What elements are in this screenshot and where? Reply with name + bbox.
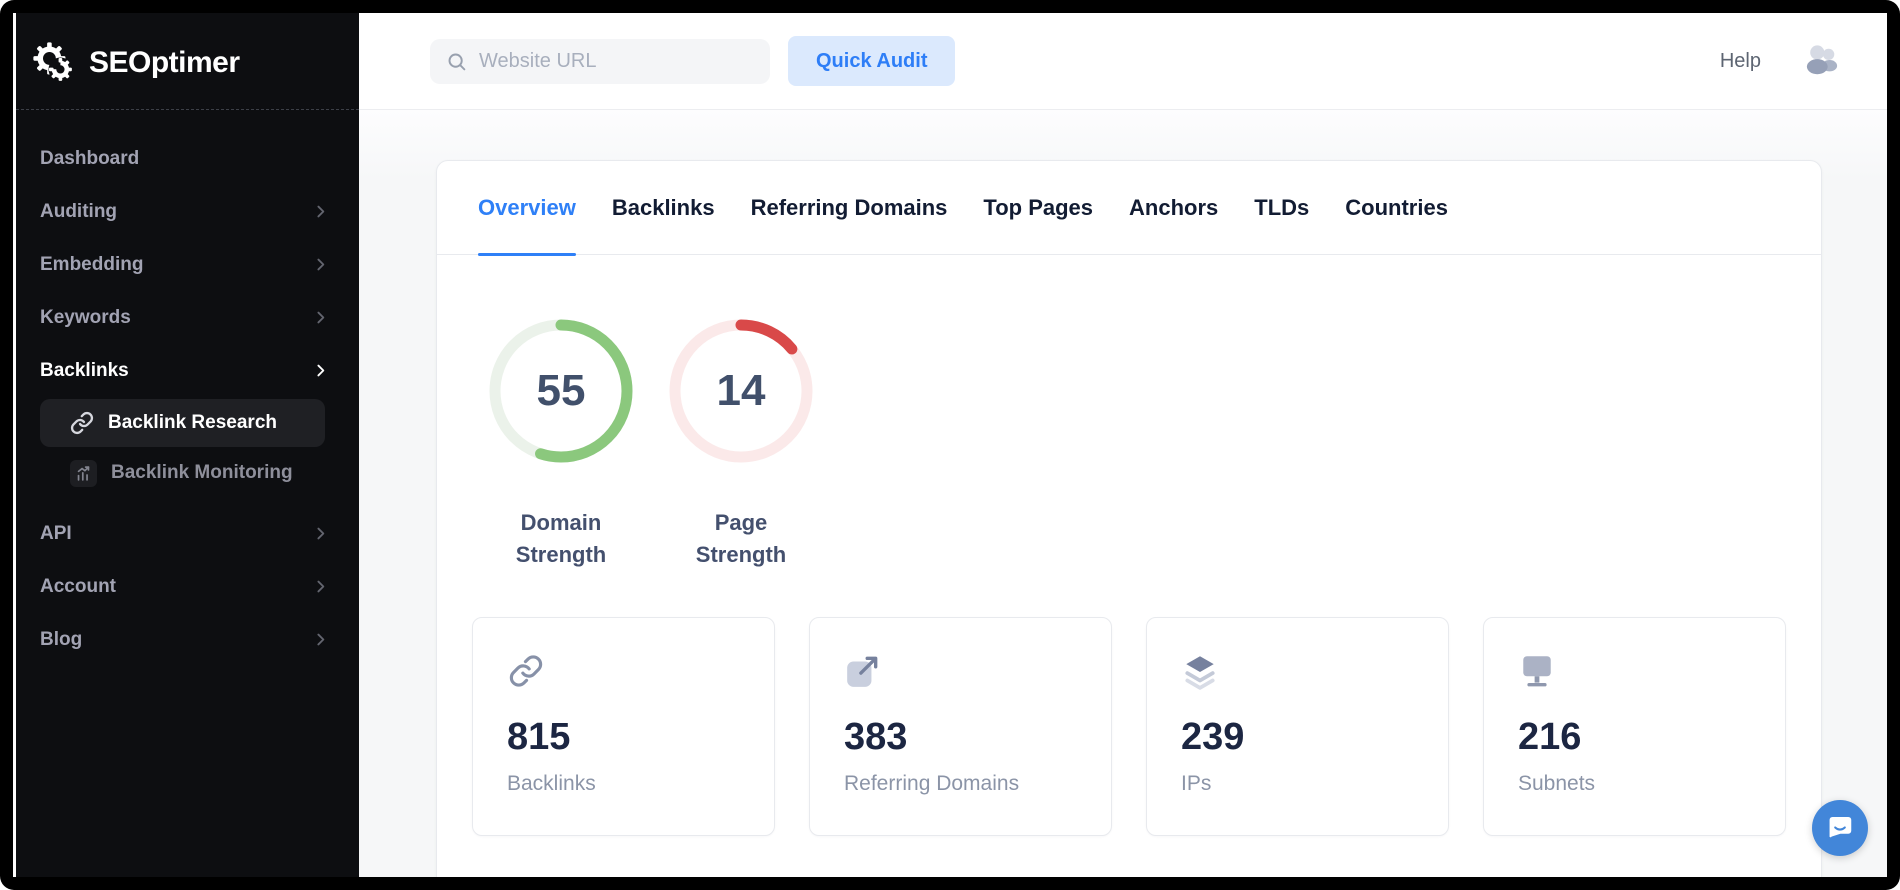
- stat-value: 216: [1518, 715, 1582, 758]
- sidebar-item-blog[interactable]: Blog: [16, 613, 359, 666]
- sidebar: SEOptimer Dashboard Auditing Embedding K…: [13, 13, 359, 877]
- link-icon: [70, 411, 94, 435]
- sidebar-subitem-backlink-research[interactable]: Backlink Research: [40, 399, 325, 447]
- stat-card-subnets: 216 Subnets: [1483, 616, 1786, 836]
- backlinks-subnav: Backlink Research Backlink Monitoring: [16, 397, 359, 507]
- sidebar-item-label: Keywords: [40, 306, 131, 328]
- brand-name: SEOptimer: [89, 46, 240, 79]
- stat-value: 383: [844, 715, 908, 758]
- brand-logo[interactable]: SEOptimer: [16, 13, 359, 110]
- tab-overview[interactable]: Overview: [478, 161, 576, 256]
- users-avatar-icon[interactable]: [1803, 44, 1841, 78]
- app-window: SEOptimer Dashboard Auditing Embedding K…: [13, 13, 1887, 877]
- sidebar-item-auditing[interactable]: Auditing: [16, 185, 359, 238]
- sidebar-item-dashboard[interactable]: Dashboard: [16, 132, 359, 185]
- stat-card-backlinks: 815 Backlinks: [472, 616, 775, 836]
- chat-bubble-icon: [1829, 816, 1852, 838]
- chat-launcher-button[interactable]: [1812, 800, 1868, 856]
- sidebar-item-keywords[interactable]: Keywords: [16, 291, 359, 344]
- chevron-right-icon: [317, 258, 325, 271]
- stat-label: Referring Domains: [844, 771, 1020, 795]
- chevron-right-icon: [317, 633, 325, 646]
- stat-value: 815: [507, 715, 571, 758]
- gear-logo-icon: [33, 42, 73, 82]
- tab-anchors[interactable]: Anchors: [1129, 194, 1219, 220]
- stat-label: Backlinks: [507, 771, 596, 795]
- tab-tlds[interactable]: TLDs: [1254, 194, 1310, 220]
- stat-card-ips: 239 IPs: [1146, 616, 1449, 836]
- backlink-research-card: Overview Backlinks Referring Domains Top…: [436, 160, 1822, 877]
- sidebar-subitem-label: Backlink Monitoring: [111, 462, 293, 483]
- sidebar-item-label: Account: [40, 575, 116, 597]
- sidebar-item-account[interactable]: Account: [16, 560, 359, 613]
- domain-strength-label: Domain Strength: [515, 510, 607, 567]
- page-strength-value: 14: [716, 366, 766, 415]
- main-content: Overview Backlinks Referring Domains Top…: [359, 110, 1887, 877]
- page-strength-gauge: 14 Page Strength: [666, 319, 816, 571]
- tab-top-pages[interactable]: Top Pages: [983, 194, 1094, 220]
- domain-strength-value: 55: [536, 366, 586, 415]
- website-url-search[interactable]: [430, 38, 770, 84]
- sidebar-item-label: Embedding: [40, 253, 144, 275]
- chevron-right-icon: [317, 580, 325, 593]
- help-link[interactable]: Help: [1719, 49, 1761, 72]
- stat-label: IPs: [1181, 771, 1212, 795]
- tab-bar: Overview Backlinks Referring Domains Top…: [437, 161, 1821, 256]
- stat-label: Subnets: [1518, 771, 1596, 795]
- page-strength-label: Page Strength: [695, 510, 787, 567]
- topbar: Quick Audit Help: [359, 13, 1887, 110]
- gauge-ring: 55: [489, 319, 633, 463]
- stats-row: 815 Backlinks 383 Referring Domains: [437, 616, 1821, 836]
- gauge-ring: 14: [669, 319, 813, 463]
- external-link-icon: [844, 652, 1111, 690]
- topbar-right: Help: [1720, 44, 1887, 78]
- chevron-right-icon: [317, 364, 325, 377]
- strength-gauges: 55 Domain Strength 14 Page Strength: [437, 255, 1821, 571]
- sidebar-item-label: Dashboard: [40, 147, 140, 169]
- stat-card-referring-domains: 383 Referring Domains: [809, 616, 1112, 836]
- tab-backlinks[interactable]: Backlinks: [611, 194, 715, 220]
- sidebar-item-backlinks[interactable]: Backlinks: [16, 344, 359, 397]
- sidebar-item-label: API: [40, 522, 72, 544]
- sidebar-item-label: Blog: [40, 628, 83, 650]
- sidebar-item-api[interactable]: API: [16, 507, 359, 560]
- domain-strength-gauge: 55 Domain Strength: [486, 319, 636, 571]
- sidebar-item-label: Auditing: [40, 200, 118, 222]
- tab-countries[interactable]: Countries: [1345, 194, 1448, 220]
- bar-chart-icon: [70, 459, 97, 487]
- chevron-right-icon: [317, 311, 325, 324]
- chevron-right-icon: [317, 205, 325, 218]
- sidebar-item-embedding[interactable]: Embedding: [16, 238, 359, 291]
- layers-icon: [1181, 652, 1448, 690]
- monitor-icon: [1518, 652, 1785, 690]
- website-url-input[interactable]: [479, 49, 754, 73]
- tab-referring-domains[interactable]: Referring Domains: [750, 194, 948, 220]
- search-icon: [448, 53, 466, 70]
- sidebar-nav: Dashboard Auditing Embedding Keywords Ba…: [16, 110, 359, 666]
- link-icon: [507, 652, 774, 690]
- stat-value: 239: [1181, 715, 1245, 758]
- quick-audit-button[interactable]: Quick Audit: [788, 36, 956, 86]
- sidebar-item-label: Backlinks: [40, 359, 129, 381]
- chevron-right-icon: [317, 527, 325, 540]
- sidebar-subitem-label: Backlink Research: [108, 412, 277, 433]
- sidebar-subitem-backlink-monitoring[interactable]: Backlink Monitoring: [40, 449, 325, 497]
